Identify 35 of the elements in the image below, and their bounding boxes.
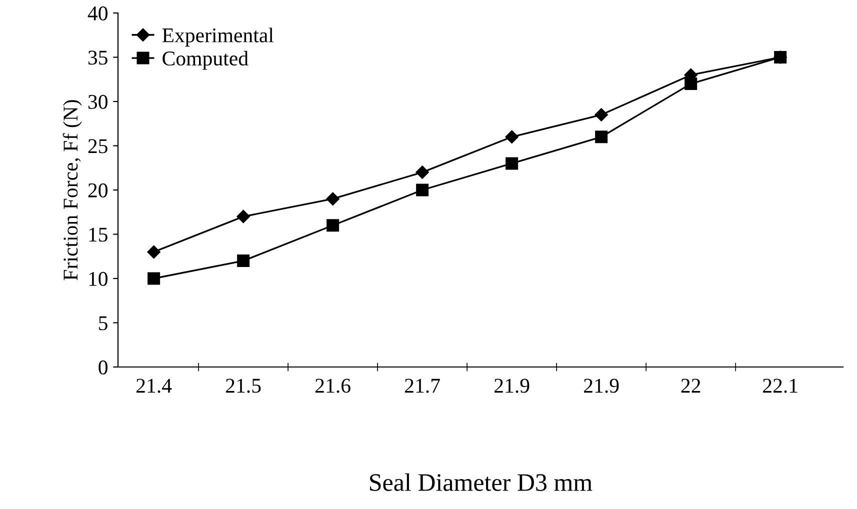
point	[147, 245, 160, 259]
point	[416, 166, 429, 179]
y-tick-label: 35	[88, 50, 108, 65]
point	[594, 108, 608, 122]
x-tick-label: 21.7	[405, 378, 440, 393]
point	[236, 210, 250, 224]
y-tick-label: 30	[88, 94, 108, 109]
point	[326, 192, 340, 206]
y-tick-label: 15	[89, 228, 108, 242]
x-axis-title: Seal Diameter D3 mm	[370, 473, 592, 491]
point	[774, 51, 787, 64]
x-tick-label: 21.4	[136, 378, 172, 393]
x-tick-label: 21.5	[226, 378, 261, 393]
y-tick-label: 0	[98, 360, 108, 374]
y-axis-title: Friction Force, Ff (N)	[62, 100, 82, 280]
x-tick-label: 21.6	[316, 378, 350, 393]
x-tick-label: 21.9	[494, 378, 530, 393]
legend-label: Experimental	[162, 28, 274, 47]
x-tick-label: 21.9	[584, 378, 619, 393]
point	[237, 254, 250, 268]
legend-label: Computed	[162, 50, 248, 70]
x-tick-label: 22	[681, 378, 700, 393]
x-tick-label: 22.1	[763, 378, 798, 393]
point	[148, 272, 160, 285]
point	[326, 219, 340, 232]
point	[684, 78, 698, 90]
point	[506, 157, 518, 170]
point	[505, 130, 518, 144]
y-tick-label: 5	[99, 316, 108, 330]
y-tick-label: 20	[88, 183, 108, 198]
point	[416, 184, 429, 196]
point	[595, 130, 608, 144]
y-tick-label: 25	[88, 139, 108, 154]
y-tick-label: 40	[88, 6, 108, 20]
y-tick-label: 10	[89, 272, 108, 286]
